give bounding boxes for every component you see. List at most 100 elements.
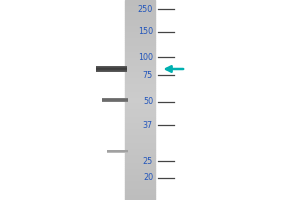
Bar (124, 28, 154, 30)
Bar (124, 8, 154, 10)
Bar (124, 164, 154, 166)
Text: 50: 50 (143, 98, 153, 106)
Bar (124, 106, 154, 108)
Bar (124, 138, 154, 140)
Bar (124, 42, 154, 44)
Bar (124, 146, 154, 148)
Bar (124, 142, 154, 144)
Bar (124, 76, 154, 78)
Bar (124, 58, 154, 60)
Bar (124, 150, 154, 152)
Bar (124, 118, 154, 120)
Bar (124, 82, 154, 84)
Bar (96, 71, 128, 72)
Bar (124, 22, 154, 24)
Bar (124, 128, 154, 130)
Bar (124, 84, 154, 86)
Bar (124, 34, 154, 36)
Bar (124, 18, 154, 20)
Bar (124, 70, 154, 72)
Bar (124, 144, 154, 146)
Bar (124, 50, 154, 52)
Bar (124, 174, 154, 176)
Bar (124, 80, 154, 82)
Bar (124, 66, 154, 68)
Bar (124, 64, 154, 66)
Bar (124, 96, 154, 98)
Bar (124, 94, 154, 96)
Bar (124, 90, 154, 92)
Bar (124, 182, 154, 184)
Bar (124, 140, 154, 142)
Bar (124, 134, 154, 136)
Bar (124, 178, 154, 180)
Text: 37: 37 (143, 120, 153, 130)
Bar (124, 30, 154, 32)
Bar (124, 188, 154, 190)
Bar (124, 100, 154, 102)
Bar (124, 122, 154, 124)
Bar (124, 62, 154, 64)
Bar (124, 116, 154, 118)
Bar (96, 68, 128, 69)
Bar (124, 186, 154, 188)
Bar (124, 0, 154, 2)
Bar (124, 124, 154, 126)
Bar (124, 36, 154, 38)
Bar (124, 154, 154, 156)
Bar (124, 44, 154, 46)
Bar (124, 156, 154, 158)
Bar (96, 67, 128, 68)
Bar (124, 6, 154, 8)
Bar (124, 68, 154, 70)
Bar (124, 172, 154, 174)
Bar (124, 180, 154, 182)
Bar (124, 92, 154, 94)
Bar (124, 104, 154, 106)
Text: 25: 25 (143, 156, 153, 166)
Bar (124, 192, 154, 194)
Bar (124, 160, 154, 162)
Bar (124, 130, 154, 132)
Bar (124, 168, 154, 170)
Bar (124, 194, 154, 196)
Bar (124, 152, 154, 154)
Bar (124, 110, 154, 112)
Bar (124, 162, 154, 164)
Bar (124, 24, 154, 26)
Bar (124, 176, 154, 178)
Bar (124, 196, 154, 198)
Bar (124, 114, 154, 116)
Bar (124, 126, 154, 128)
Text: 75: 75 (143, 71, 153, 79)
Text: 100: 100 (138, 52, 153, 62)
Bar (96, 69, 128, 70)
Bar (124, 98, 154, 100)
Bar (124, 170, 154, 172)
Bar (124, 190, 154, 192)
Bar (124, 16, 154, 18)
Text: 250: 250 (138, 4, 153, 14)
Bar (96, 70, 128, 71)
Bar (124, 26, 154, 28)
Bar (124, 48, 154, 50)
Bar (124, 56, 154, 58)
Bar (124, 52, 154, 54)
Bar (124, 158, 154, 160)
Bar (124, 72, 154, 74)
Bar (124, 10, 154, 12)
Bar (96, 66, 128, 67)
Text: 150: 150 (138, 27, 153, 36)
Text: 20: 20 (143, 173, 153, 182)
Bar (124, 184, 154, 186)
Bar (124, 78, 154, 80)
Bar (124, 32, 154, 34)
Bar (124, 198, 154, 200)
Bar (124, 20, 154, 22)
Bar (124, 40, 154, 42)
Bar (124, 54, 154, 56)
Bar (124, 2, 154, 4)
Bar (124, 102, 154, 104)
Bar (124, 12, 154, 14)
Bar (124, 148, 154, 150)
